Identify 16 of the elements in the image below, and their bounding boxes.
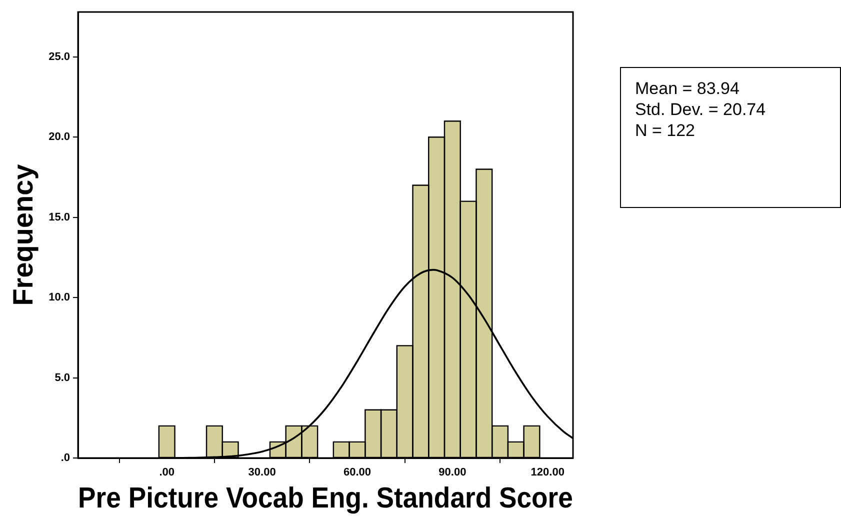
x-tick-label: 90.00 <box>438 466 466 479</box>
y-tick-label: 15.0 <box>48 211 70 224</box>
text: Std. Dev. = 20.74 <box>635 99 767 120</box>
x-axis-title: Pre Picture Vocab Eng. Standard Score <box>78 482 573 514</box>
y-tick-label: 20.0 <box>48 131 70 144</box>
y-tick-label: 25.0 <box>48 50 70 63</box>
x-tick-label: 30.00 <box>248 466 276 479</box>
y-tick-label: 10.0 <box>48 292 70 304</box>
y-tick-label: .0 <box>60 452 70 464</box>
x-tick-label: 60.00 <box>343 466 371 479</box>
text: N = 122 <box>635 120 696 141</box>
text: Mean = 83.94 <box>635 78 740 99</box>
x-tick-label: .00 <box>159 466 174 479</box>
x-tick-label: 120.00 <box>530 466 564 479</box>
y-axis-title: Frequency <box>8 164 39 306</box>
y-tick-label: 5.0 <box>54 372 70 384</box>
